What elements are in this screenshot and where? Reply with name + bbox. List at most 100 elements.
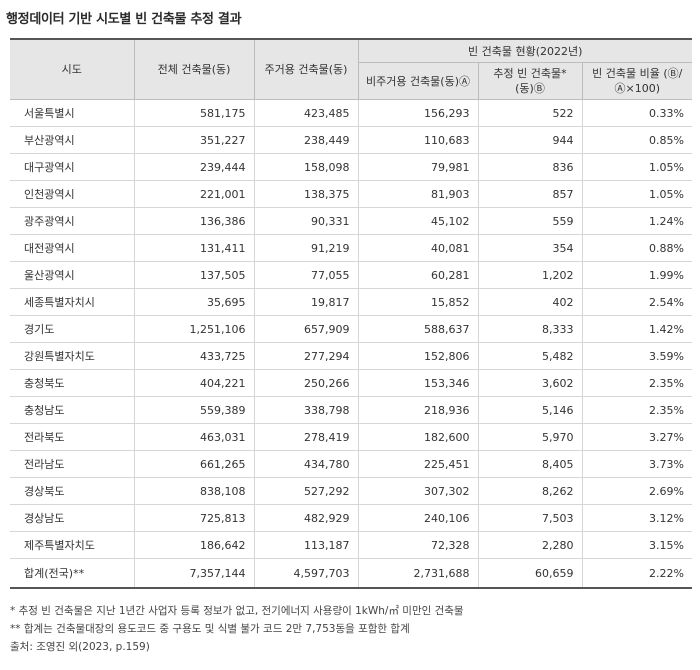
- cell-nonresidential-buildings: 79,981: [358, 153, 479, 181]
- cell-total-buildings: 136,386: [134, 207, 255, 235]
- table-row: 경기도 1,251,106 657,909 588,637 8,333 1.42%: [10, 315, 692, 343]
- cell-estimated-vacant: 3,602: [478, 369, 583, 397]
- cell-vacancy-ratio: 1.99%: [582, 261, 692, 289]
- cell-region: 광주광역시: [10, 207, 135, 235]
- cell-estimated-vacant: 1,202: [478, 261, 583, 289]
- cell-residential-buildings: 423,485: [254, 99, 359, 127]
- source-note: 출처: 조영진 외(2023, p.159): [10, 641, 150, 653]
- cell-residential-buildings: 250,266: [254, 369, 359, 397]
- cell-residential-buildings: 91,219: [254, 234, 359, 262]
- header-estimated-vacant: 추정 빈 건축물* (동)Ⓑ: [478, 62, 583, 100]
- cell-region: 충청남도: [10, 396, 135, 424]
- table-row: 세종특별자치시 35,695 19,817 15,852 402 2.54%: [10, 288, 692, 316]
- cell-nonresidential-buildings: 588,637: [358, 315, 479, 343]
- cell-region: 울산광역시: [10, 261, 135, 289]
- cell-total-buildings: 131,411: [134, 234, 255, 262]
- cell-vacancy-ratio: 2.35%: [582, 369, 692, 397]
- cell-region: 부산광역시: [10, 126, 135, 154]
- header-nonresidential-label: 비주거용 건축물(동)Ⓐ: [365, 74, 471, 88]
- cell-residential-buildings: 482,929: [254, 504, 359, 532]
- footnote-estimated-vacant: * 추정 빈 건축물은 지난 1년간 사업자 등록 정보가 없고, 전기에너지 …: [10, 605, 464, 617]
- cell-estimated-vacant: 522: [478, 99, 583, 127]
- cell-nonresidential-buildings: 110,683: [358, 126, 479, 154]
- header-vacant-status-group: 빈 건축물 현황(2022년): [358, 39, 692, 63]
- cell-total-buildings: 559,389: [134, 396, 255, 424]
- cell-total-buildings: 661,265: [134, 450, 255, 478]
- cell-residential-buildings: 277,294: [254, 342, 359, 370]
- cell-total-buildings: 725,813: [134, 504, 255, 532]
- table-row: 울산광역시 137,505 77,055 60,281 1,202 1.99%: [10, 261, 692, 289]
- cell-total-buildings: 186,642: [134, 531, 255, 559]
- cell-nonresidential-buildings: 218,936: [358, 396, 479, 424]
- cell-region: 전라북도: [10, 423, 135, 451]
- cell-total-buildings: 404,221: [134, 369, 255, 397]
- cell-total-buildings: 137,505: [134, 261, 255, 289]
- cell-estimated-vacant: 60,659: [478, 558, 583, 589]
- cell-vacancy-ratio: 3.27%: [582, 423, 692, 451]
- table-title: 행정데이터 기반 시도별 빈 건축물 추정 결과: [6, 12, 242, 27]
- cell-estimated-vacant: 8,405: [478, 450, 583, 478]
- cell-nonresidential-buildings: 40,081: [358, 234, 479, 262]
- cell-residential-buildings: 158,098: [254, 153, 359, 181]
- cell-total-buildings: 463,031: [134, 423, 255, 451]
- cell-total-buildings: 433,725: [134, 342, 255, 370]
- cell-residential-buildings: 527,292: [254, 477, 359, 505]
- cell-residential-buildings: 4,597,703: [254, 558, 359, 589]
- cell-vacancy-ratio: 0.88%: [582, 234, 692, 262]
- cell-nonresidential-buildings: 240,106: [358, 504, 479, 532]
- cell-region: 경상북도: [10, 477, 135, 505]
- cell-estimated-vacant: 2,280: [478, 531, 583, 559]
- cell-nonresidential-buildings: 72,328: [358, 531, 479, 559]
- cell-region: 경상남도: [10, 504, 135, 532]
- cell-nonresidential-buildings: 60,281: [358, 261, 479, 289]
- table-row: 대전광역시 131,411 91,219 40,081 354 0.88%: [10, 234, 692, 262]
- cell-residential-buildings: 434,780: [254, 450, 359, 478]
- table-body: 서울특별시 581,175 423,485 156,293 522 0.33% 부산광역시 3…: [10, 99, 692, 589]
- cell-region: 대구광역시: [10, 153, 135, 181]
- cell-nonresidential-buildings: 81,903: [358, 180, 479, 208]
- table-row: 충청남도 559,389 338,798 218,936 5,146 2.35%: [10, 396, 692, 424]
- table-row: 전라북도 463,031 278,419 182,600 5,970 3.27%: [10, 423, 692, 451]
- table-row: 서울특별시 581,175 423,485 156,293 522 0.33%: [10, 99, 692, 127]
- footnotes: * 추정 빈 건축물은 지난 1년간 사업자 등록 정보가 없고, 전기에너지 …: [10, 602, 464, 656]
- cell-estimated-vacant: 559: [478, 207, 583, 235]
- cell-residential-buildings: 90,331: [254, 207, 359, 235]
- cell-estimated-vacant: 5,146: [478, 396, 583, 424]
- cell-vacancy-ratio: 2.35%: [582, 396, 692, 424]
- cell-region: 대전광역시: [10, 234, 135, 262]
- cell-nonresidential-buildings: 15,852: [358, 288, 479, 316]
- cell-vacancy-ratio: 3.15%: [582, 531, 692, 559]
- header-vacancy-ratio: 빈 건축물 비율 (Ⓑ/Ⓐ×100): [582, 62, 692, 100]
- cell-estimated-vacant: 354: [478, 234, 583, 262]
- cell-estimated-vacant: 8,333: [478, 315, 583, 343]
- cell-total-buildings: 581,175: [134, 99, 255, 127]
- header-region: 시도: [10, 39, 135, 100]
- table-row: 부산광역시 351,227 238,449 110,683 944 0.85%: [10, 126, 692, 154]
- cell-nonresidential-buildings: 225,451: [358, 450, 479, 478]
- cell-region: 경기도: [10, 315, 135, 343]
- cell-vacancy-ratio: 2.69%: [582, 477, 692, 505]
- table-row: 경상북도 838,108 527,292 307,302 8,262 2.69%: [10, 477, 692, 505]
- cell-residential-buildings: 278,419: [254, 423, 359, 451]
- cell-region: 세종특별자치시: [10, 288, 135, 316]
- table-row: 제주특별자치도 186,642 113,187 72,328 2,280 3.15%: [10, 531, 692, 559]
- table-row: 인천광역시 221,001 138,375 81,903 857 1.05%: [10, 180, 692, 208]
- header-residential-buildings: 주거용 건축물(동): [254, 39, 359, 100]
- cell-total-buildings: 7,357,144: [134, 558, 255, 589]
- table-row: 전라남도 661,265 434,780 225,451 8,405 3.73%: [10, 450, 692, 478]
- cell-region: 제주특별자치도: [10, 531, 135, 559]
- cell-nonresidential-buildings: 45,102: [358, 207, 479, 235]
- cell-vacancy-ratio: 1.42%: [582, 315, 692, 343]
- cell-residential-buildings: 338,798: [254, 396, 359, 424]
- cell-vacancy-ratio: 2.54%: [582, 288, 692, 316]
- cell-nonresidential-buildings: 2,731,688: [358, 558, 479, 589]
- cell-estimated-vacant: 5,970: [478, 423, 583, 451]
- cell-total-buildings: 239,444: [134, 153, 255, 181]
- total-row: 합계(전국)** 7,357,144 4,597,703 2,731,688 60,65…: [10, 558, 692, 589]
- cell-total-buildings: 1,251,106: [134, 315, 255, 343]
- cell-residential-buildings: 138,375: [254, 180, 359, 208]
- cell-nonresidential-buildings: 156,293: [358, 99, 479, 127]
- cell-total-buildings: 351,227: [134, 126, 255, 154]
- table-row: 광주광역시 136,386 90,331 45,102 559 1.24%: [10, 207, 692, 235]
- header-estimated-vacant-label: 추정 빈 건축물* (동)Ⓑ: [493, 67, 567, 95]
